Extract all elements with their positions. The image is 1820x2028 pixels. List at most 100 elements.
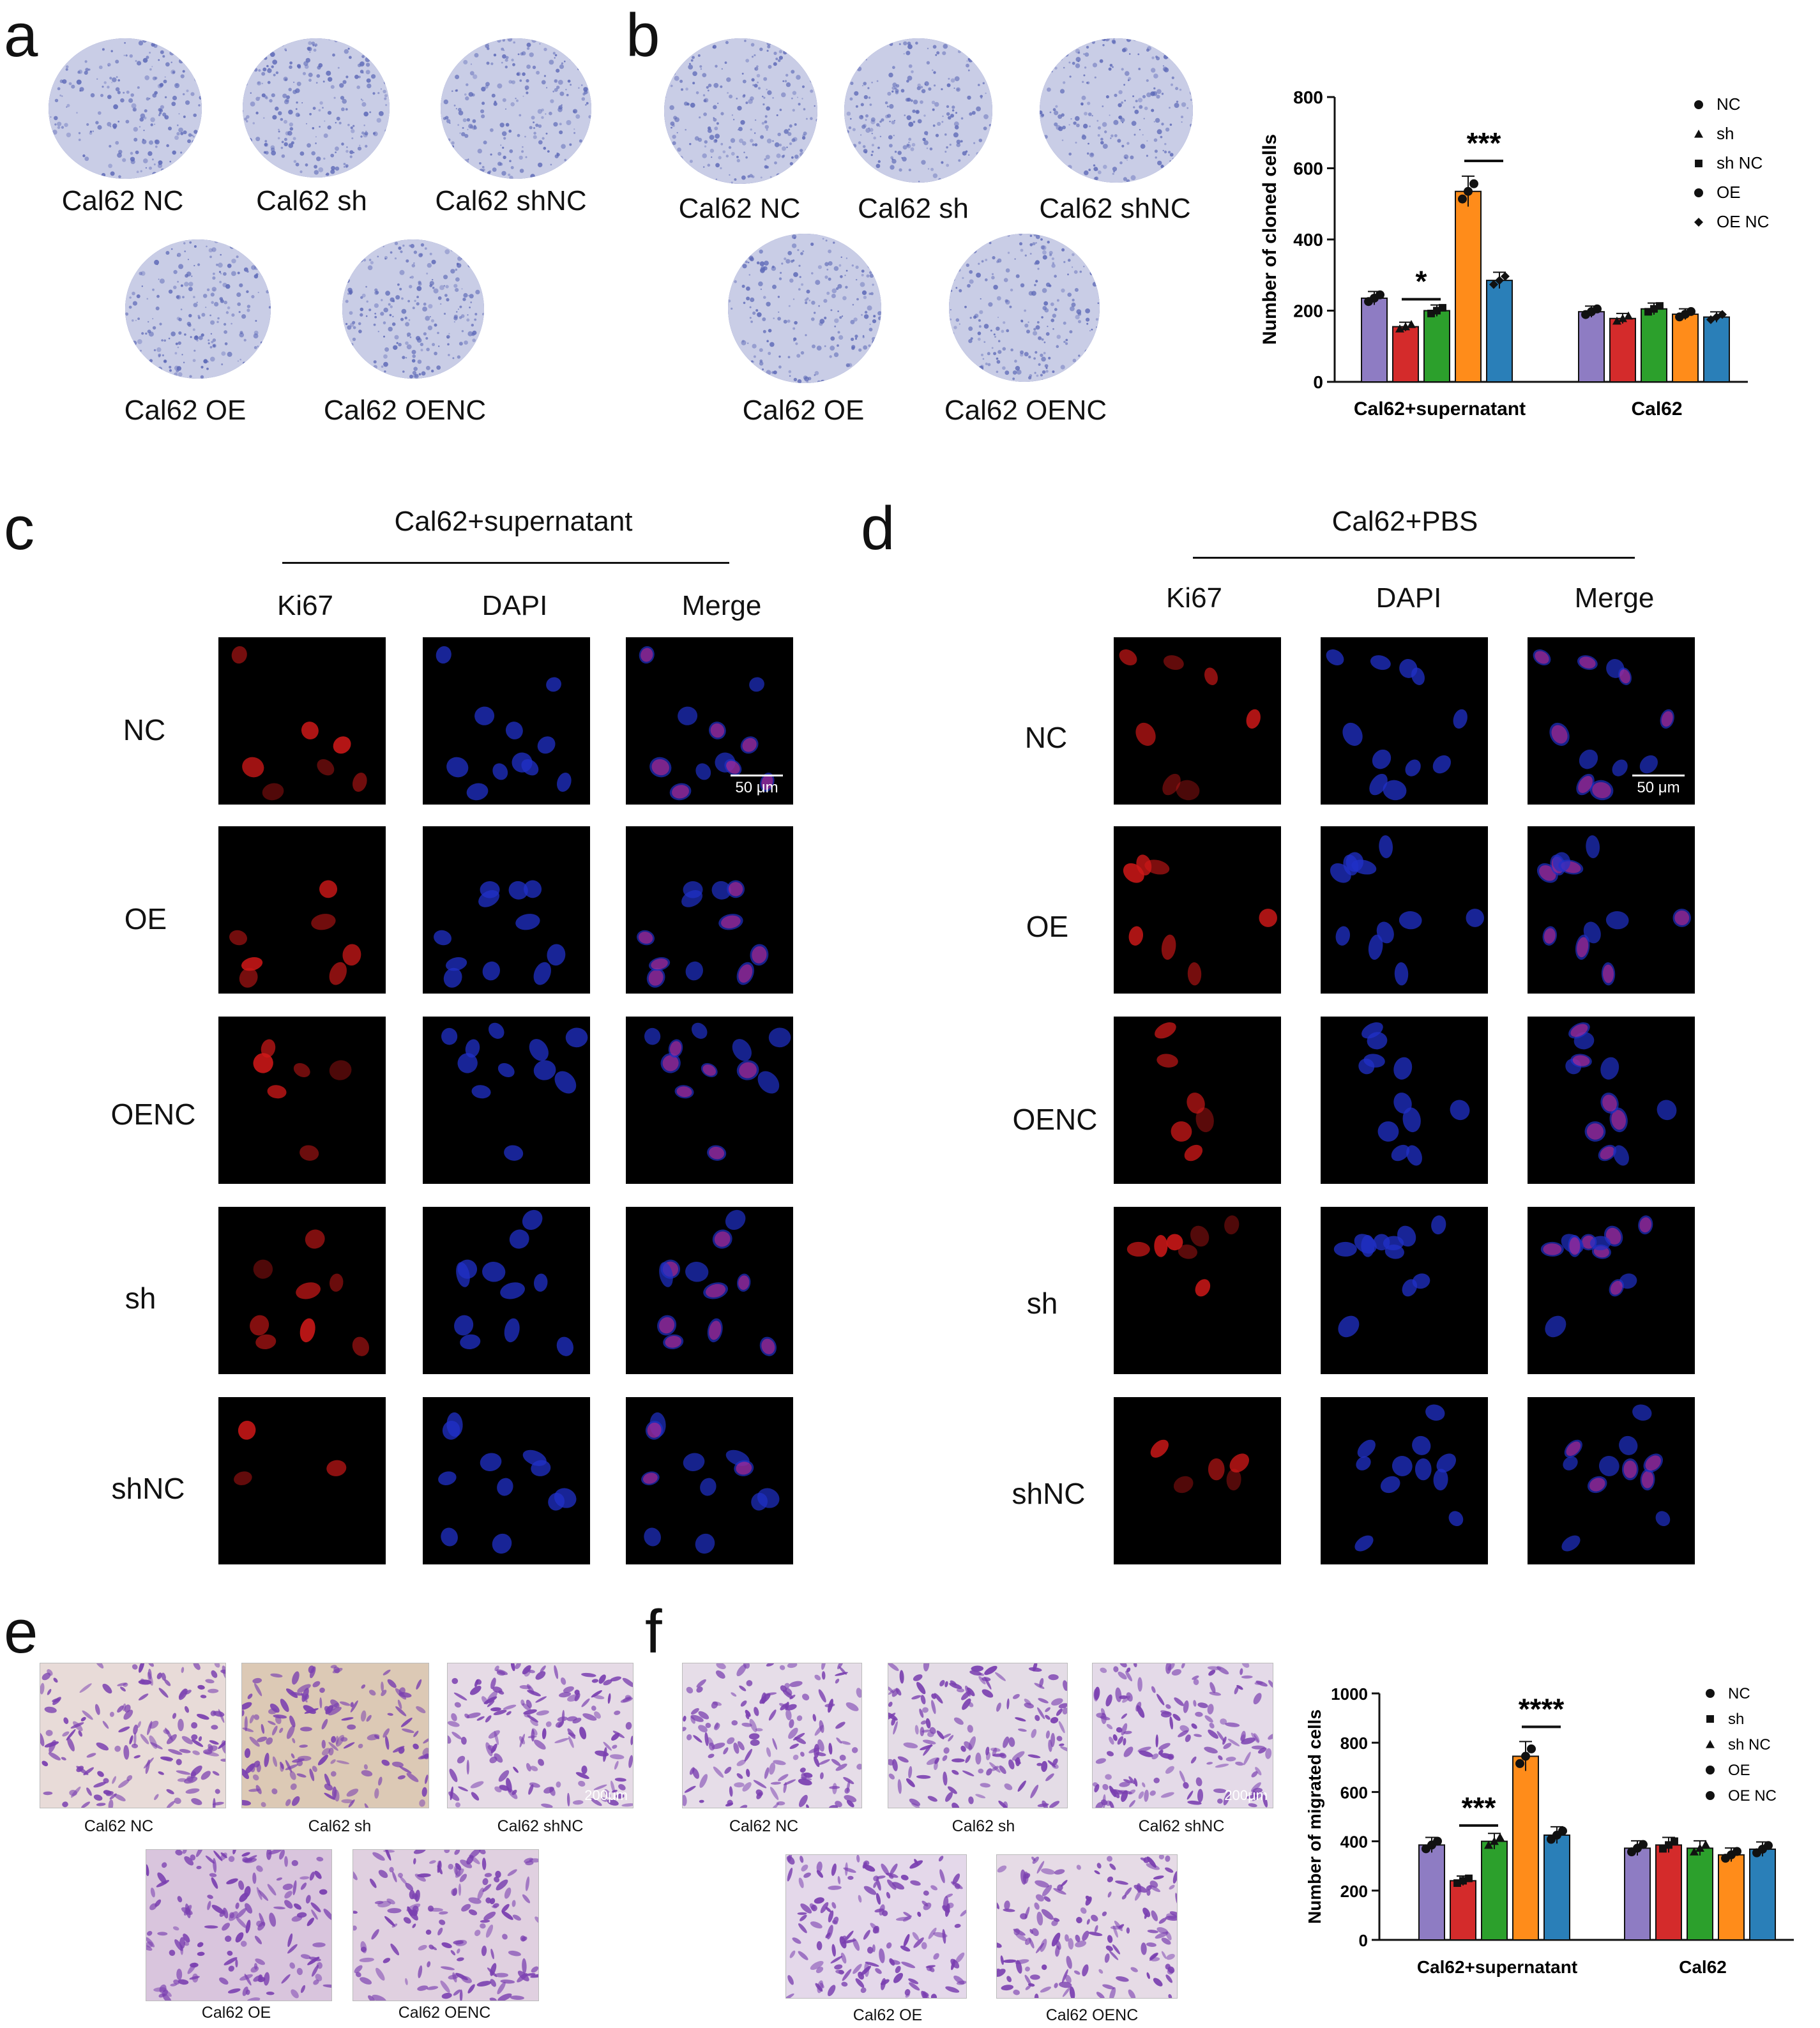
bar bbox=[1392, 326, 1419, 382]
data-point-marker bbox=[1706, 1766, 1715, 1774]
colony-dish bbox=[1040, 38, 1193, 183]
panel-label-e: e bbox=[4, 1598, 38, 1666]
bar bbox=[1749, 1848, 1776, 1941]
ki67-image bbox=[1114, 1397, 1281, 1564]
data-point-marker bbox=[1439, 304, 1446, 312]
data-point-marker bbox=[1484, 1840, 1493, 1849]
significance-stars: * bbox=[1416, 265, 1427, 298]
dapi-image bbox=[1321, 637, 1488, 805]
bar bbox=[1450, 1880, 1476, 1941]
merge-image: 50 μm bbox=[626, 637, 793, 805]
transwell-image bbox=[785, 1854, 967, 1999]
ki67-image bbox=[1114, 637, 1281, 805]
scale-bar: 50 μm bbox=[731, 775, 783, 797]
data-point-marker bbox=[1706, 1791, 1715, 1800]
transwell-image bbox=[682, 1663, 862, 1808]
significance-stars: *** bbox=[1467, 126, 1501, 160]
panel-d-title: Cal62+PBS bbox=[1331, 506, 1478, 537]
data-point-marker bbox=[1612, 316, 1621, 325]
merge-image bbox=[1528, 1397, 1695, 1564]
panel-label-f: f bbox=[645, 1598, 662, 1666]
colony-dish bbox=[844, 38, 992, 183]
row-label: OE bbox=[124, 902, 167, 935]
bar bbox=[1543, 1834, 1570, 1941]
data-point-marker bbox=[1453, 1879, 1461, 1888]
data-point-marker bbox=[1706, 1689, 1715, 1698]
colony-dish bbox=[441, 38, 591, 179]
legend-label: NC bbox=[1728, 1685, 1750, 1702]
data-point-marker bbox=[1433, 306, 1441, 315]
legend-label: sh bbox=[1717, 124, 1734, 143]
data-point-marker bbox=[1433, 1836, 1442, 1846]
title-underline bbox=[282, 562, 729, 564]
bar bbox=[1512, 1755, 1539, 1941]
colony-dish bbox=[342, 239, 484, 379]
significance-stars: **** bbox=[1519, 1692, 1565, 1725]
panel-label-c: c bbox=[4, 494, 34, 563]
data-point-marker bbox=[1694, 130, 1703, 138]
ki67-image bbox=[218, 1017, 386, 1184]
dapi-image bbox=[423, 1207, 590, 1374]
column-header: DAPI bbox=[1376, 582, 1442, 614]
data-point-marker bbox=[1695, 1843, 1704, 1852]
bar bbox=[1672, 314, 1699, 383]
dapi-image bbox=[423, 826, 590, 994]
column-header: Ki67 bbox=[1165, 582, 1223, 614]
y-tick-label: 800 bbox=[1293, 87, 1323, 107]
scale-bar-label: 200μm bbox=[584, 1787, 628, 1803]
data-point-marker bbox=[1496, 1833, 1505, 1842]
dish-caption: Cal62 OE bbox=[124, 395, 246, 426]
data-point-marker bbox=[1593, 304, 1602, 314]
dish-caption: Cal62 sh bbox=[256, 185, 367, 216]
legend-label: sh bbox=[1728, 1711, 1744, 1728]
y-tick-label: 600 bbox=[1293, 159, 1323, 179]
dish-caption: Cal62 sh bbox=[858, 193, 969, 224]
dish-caption: Cal62 shNC bbox=[435, 185, 587, 216]
dapi-image bbox=[1321, 826, 1488, 994]
dapi-image bbox=[1321, 1207, 1488, 1374]
image-caption: Cal62 sh bbox=[952, 1817, 1015, 1835]
colony-dish bbox=[949, 234, 1100, 382]
y-tick-label: 0 bbox=[1313, 372, 1323, 392]
dapi-image bbox=[423, 1397, 590, 1564]
merge-image: 50 μm bbox=[1528, 637, 1695, 805]
data-point-marker bbox=[1718, 310, 1727, 319]
data-point-marker bbox=[1395, 324, 1404, 333]
data-point-marker bbox=[1558, 1826, 1567, 1836]
image-caption: Cal62 shNC bbox=[497, 1817, 584, 1835]
y-tick-label: 800 bbox=[1340, 1734, 1368, 1753]
transwell-image bbox=[146, 1849, 332, 2001]
bar bbox=[1718, 1854, 1745, 1941]
colony-dish bbox=[49, 38, 202, 179]
data-point-marker bbox=[1527, 1744, 1536, 1753]
row-label: NC bbox=[123, 713, 166, 746]
image-caption: Cal62 NC bbox=[729, 1817, 799, 1835]
row-label: shNC bbox=[111, 1472, 185, 1505]
data-point-marker bbox=[1650, 305, 1658, 313]
data-point-marker bbox=[1687, 306, 1695, 316]
transwell-image bbox=[353, 1849, 539, 2001]
colony-dish bbox=[125, 239, 271, 379]
data-point-marker bbox=[1659, 1845, 1667, 1853]
significance-stars: *** bbox=[1462, 1791, 1496, 1824]
y-tick-label: 400 bbox=[1293, 230, 1323, 250]
bar bbox=[1481, 1840, 1508, 1941]
ki67-image bbox=[218, 637, 386, 805]
data-point-marker bbox=[1694, 188, 1703, 197]
merge-image bbox=[626, 1397, 793, 1564]
merge-image bbox=[626, 826, 793, 994]
merge-image bbox=[1528, 1017, 1695, 1184]
dish-caption: Cal62 NC bbox=[678, 193, 801, 224]
transwell-image bbox=[996, 1854, 1178, 1999]
ki67-image bbox=[218, 1397, 386, 1564]
data-point-marker bbox=[1618, 314, 1627, 322]
data-point-marker bbox=[1690, 1847, 1699, 1856]
dish-caption: Cal62 NC bbox=[61, 185, 184, 216]
data-point-marker bbox=[1458, 194, 1467, 204]
transwell-image bbox=[40, 1663, 226, 1808]
row-label: shNC bbox=[1012, 1477, 1086, 1510]
ki67-image bbox=[218, 1207, 386, 1374]
row-label: OE bbox=[1026, 910, 1069, 943]
bar bbox=[1641, 308, 1667, 382]
column-header: Merge bbox=[1574, 582, 1655, 614]
